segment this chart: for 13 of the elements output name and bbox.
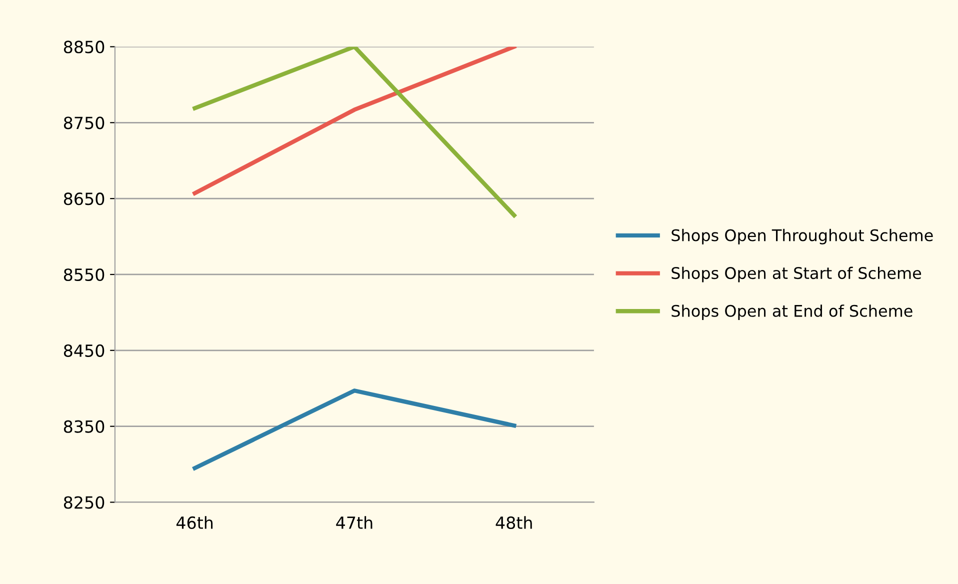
- y-tick-label: 8550: [64, 268, 104, 282]
- y-tick-label: 8850: [64, 40, 104, 54]
- x-tick-label: 47th: [336, 516, 372, 529]
- y-tick-label: 8250: [64, 496, 104, 509]
- y-tick-label: 8650: [64, 192, 104, 206]
- y-tick-label: 8750: [64, 116, 104, 130]
- legend-label: Shops Open Throughout Scheme: [672, 228, 933, 244]
- legend-label: Shops Open at End of Scheme: [672, 304, 912, 320]
- legend-label: Shops Open at Start of Scheme: [672, 266, 922, 282]
- y-tick-label: 8450: [64, 344, 104, 357]
- x-tick-label: 48th: [496, 516, 532, 530]
- y-tick-label: 8350: [64, 420, 104, 433]
- x-tick-label: 46th: [176, 516, 213, 530]
